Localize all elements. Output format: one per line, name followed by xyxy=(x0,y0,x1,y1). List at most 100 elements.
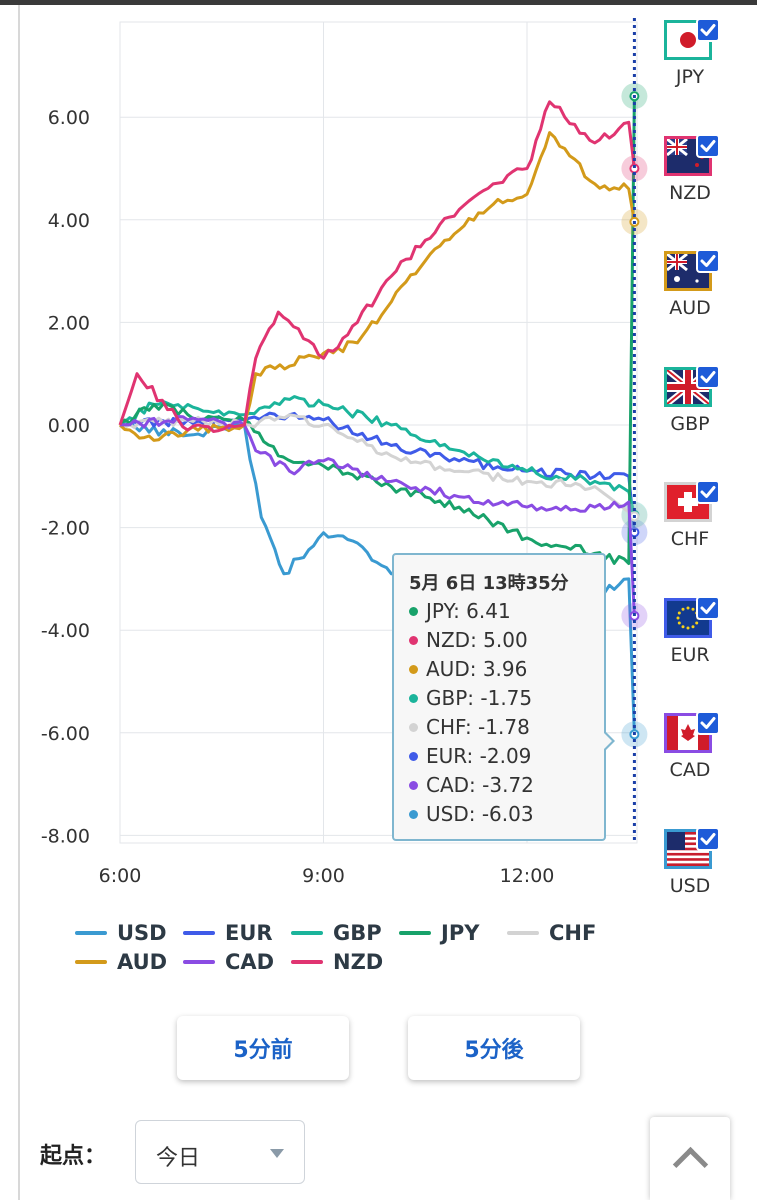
series-dot-icon xyxy=(409,693,418,703)
tooltip-row-text: NZD: 5.00 xyxy=(426,628,528,652)
tooltip-row: AUD: 3.96 xyxy=(409,655,527,683)
y-tick-label: -6.00 xyxy=(41,723,90,745)
series-line-gbp xyxy=(119,395,636,516)
y-tick-label: -8.00 xyxy=(41,825,90,847)
legend-item-usd[interactable]: USD xyxy=(75,921,183,945)
legend-label: AUD xyxy=(117,949,168,974)
chart-legend: USD EUR GBP JPY CHF AUD CAD NZD xyxy=(75,918,635,976)
legend-item-jpy[interactable]: JPY xyxy=(399,921,507,945)
next-5min-button[interactable]: 5分後 xyxy=(408,1016,580,1080)
tooltip-row-text: USD: -6.03 xyxy=(426,802,534,826)
origin-select[interactable]: 今日 xyxy=(135,1120,305,1184)
tooltip-row: GBP: -1.75 xyxy=(409,684,532,712)
checkbox-checked-icon[interactable] xyxy=(696,364,720,389)
legend-item-cad[interactable]: CAD xyxy=(183,950,291,974)
currency-code-label: USD xyxy=(669,874,711,897)
scroll-top-button[interactable] xyxy=(650,1117,730,1200)
series-line-nzd xyxy=(118,100,636,433)
legend-swatch xyxy=(507,930,539,935)
currency-toggle-eur[interactable]: EUR xyxy=(660,595,724,688)
tooltip-row-text: CHF: -1.78 xyxy=(426,715,530,739)
currency-toggle-cad[interactable]: CAD xyxy=(660,711,724,803)
checkbox-checked-icon[interactable] xyxy=(696,133,720,158)
legend-swatch xyxy=(183,930,215,935)
tooltip-row-text: AUD: 3.96 xyxy=(426,657,528,681)
legend-swatch xyxy=(291,930,323,935)
series-dot-icon xyxy=(409,664,418,674)
series-dot-icon xyxy=(409,722,418,732)
x-tick-label: 12:00 xyxy=(500,865,555,887)
legend-swatch xyxy=(75,930,107,935)
tooltip-row: CHF: -1.78 xyxy=(409,713,530,741)
series-line-chf xyxy=(119,413,636,518)
y-tick-label: 6.00 xyxy=(48,107,90,129)
checkbox-checked-icon[interactable] xyxy=(696,595,720,620)
legend-row: USD EUR GBP JPY CHF xyxy=(75,918,635,947)
currency-toggle-aud[interactable]: AUD xyxy=(660,249,724,341)
tooltip-row: EUR: -2.09 xyxy=(409,742,531,770)
legend-swatch xyxy=(75,959,107,964)
tooltip-row: NZD: 5.00 xyxy=(409,626,528,654)
tooltip-row: USD: -6.03 xyxy=(409,800,534,828)
legend-label: CHF xyxy=(549,920,597,945)
legend-item-eur[interactable]: EUR xyxy=(183,921,291,945)
series-dot-icon xyxy=(409,809,418,819)
legend-label: GBP xyxy=(333,920,382,945)
series-line-jpy xyxy=(118,96,636,565)
currency-toggle-nzd[interactable]: NZD xyxy=(660,133,724,226)
tooltip-arrow-inner xyxy=(603,732,612,750)
y-tick-label: 0.00 xyxy=(48,415,90,437)
x-tick-label: 6:00 xyxy=(99,865,142,887)
legend-label: CAD xyxy=(225,949,275,974)
currency-code-label: AUD xyxy=(669,297,711,319)
legend-item-aud[interactable]: AUD xyxy=(75,950,183,974)
series-line-aud xyxy=(118,131,636,442)
currency-strength-chart: 6.00 4.00 2.00 0.00 -2.00 -4.00 -6.00 -8.00 6:00… xyxy=(41,18,648,887)
checkbox-checked-icon[interactable] xyxy=(696,826,720,851)
currency-toggle-jpy[interactable]: JPY xyxy=(660,18,724,110)
series-dot-icon xyxy=(409,780,418,790)
legend-item-chf[interactable]: CHF xyxy=(507,921,615,945)
legend-label: USD xyxy=(117,920,167,945)
currency-code-label: CAD xyxy=(669,759,711,781)
legend-item-nzd[interactable]: NZD xyxy=(291,950,399,974)
currency-code-label: GBP xyxy=(670,412,710,435)
currency-code-label: CHF xyxy=(670,528,710,550)
chevron-up-icon xyxy=(672,1146,709,1183)
x-tick-label: 9:00 xyxy=(302,865,345,887)
chart-tooltip: 5月 6日 13時35分 JPY: 6.41 NZD: 5.00 AUD: 3.96… xyxy=(392,553,606,841)
legend-label: EUR xyxy=(225,920,273,945)
currency-code-label: EUR xyxy=(670,643,710,666)
prev-5min-button[interactable]: 5分前 xyxy=(177,1016,349,1080)
nzd-flag-icon xyxy=(664,135,712,176)
checkbox-checked-icon[interactable] xyxy=(696,480,720,504)
currency-toggle-chf[interactable]: CHF xyxy=(660,480,724,572)
top-bar xyxy=(0,0,757,5)
legend-swatch xyxy=(291,959,323,964)
currency-toggle-gbp[interactable]: GBP xyxy=(660,364,724,457)
left-rule xyxy=(18,5,20,1200)
series-line-cad xyxy=(119,415,636,616)
currency-code-label: NZD xyxy=(669,181,711,204)
currency-toggle-usd[interactable]: USD xyxy=(660,826,724,919)
series-dot-icon xyxy=(409,751,418,761)
checkbox-checked-icon[interactable] xyxy=(696,711,720,735)
currency-code-label: JPY xyxy=(675,66,705,88)
tooltip-row-text: CAD: -3.72 xyxy=(426,773,534,797)
y-tick-label: -4.00 xyxy=(41,620,90,642)
y-tick-label: 2.00 xyxy=(48,312,90,334)
series-dot-icon xyxy=(409,606,418,616)
series-dot-icon xyxy=(409,635,418,645)
legend-label: NZD xyxy=(333,949,384,974)
tooltip-row-text: JPY: 6.41 xyxy=(426,599,511,623)
origin-label: 起点： xyxy=(40,1144,107,1169)
tooltip-row-text: EUR: -2.09 xyxy=(426,744,532,768)
y-tick-label: -2.00 xyxy=(41,518,90,540)
checkbox-checked-icon[interactable] xyxy=(696,249,720,273)
legend-swatch xyxy=(183,959,215,964)
legend-item-gbp[interactable]: GBP xyxy=(291,921,399,945)
y-tick-label: 4.00 xyxy=(48,210,90,232)
caret-down-icon xyxy=(270,1149,284,1158)
checkbox-checked-icon[interactable] xyxy=(696,18,720,42)
origin-select-value: 今日 xyxy=(156,1146,201,1171)
